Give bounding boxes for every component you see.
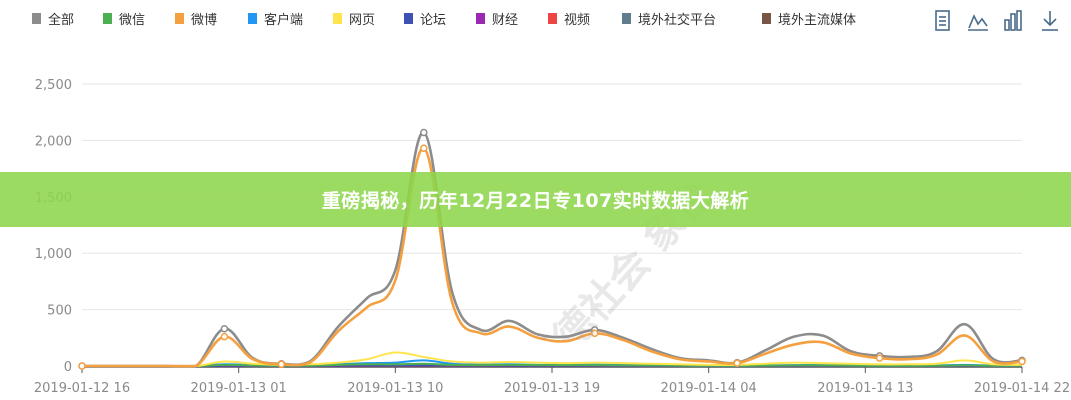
legend-item-4[interactable]: 网页 xyxy=(333,13,375,28)
legend-swatch xyxy=(404,13,413,24)
x-tick-label: 2019-01-13 10 xyxy=(347,381,443,396)
legend-label: 微信 xyxy=(119,13,145,28)
x-tick-label: 2019-01-12 16 xyxy=(34,381,130,396)
legend-item-5[interactable]: 论坛 xyxy=(404,13,446,28)
legend-label: 境外社交平台 xyxy=(638,12,716,28)
chart-toolbar xyxy=(935,10,1058,31)
x-tick-label: 2019-01-14 22 xyxy=(974,381,1070,396)
data-point[interactable] xyxy=(733,359,741,367)
legend-swatch xyxy=(103,13,112,24)
data-point[interactable] xyxy=(420,144,428,153)
data-view-icon[interactable] xyxy=(935,10,950,31)
legend-swatch xyxy=(548,13,557,24)
data-point[interactable] xyxy=(277,360,286,369)
series-line xyxy=(82,351,1023,368)
legend-swatch xyxy=(175,13,184,24)
legend-label: 财经 xyxy=(492,13,518,28)
legend-label: 客户端 xyxy=(264,12,303,28)
legend-label: 网页 xyxy=(349,13,375,28)
legend-item-8[interactable]: 境外社交平台 xyxy=(622,12,716,28)
data-point[interactable] xyxy=(1018,357,1026,366)
series-2 xyxy=(78,144,1026,370)
y-tick-label: 2,000 xyxy=(35,134,72,149)
legend-label: 微博 xyxy=(191,13,217,28)
data-point[interactable] xyxy=(220,325,229,333)
legend-swatch xyxy=(762,13,771,24)
data-point[interactable] xyxy=(590,329,599,338)
series-line xyxy=(82,362,1023,368)
data-point[interactable] xyxy=(220,332,229,341)
series-1 xyxy=(82,362,1023,368)
series-line xyxy=(82,146,1023,368)
series-line xyxy=(82,131,1023,368)
legend-swatch xyxy=(248,13,257,24)
x-tick-label: 2019-01-14 13 xyxy=(817,381,913,396)
legend-label: 论坛 xyxy=(420,13,446,28)
line-chart-icon[interactable] xyxy=(968,14,988,31)
legend: 全部 微信 微博 客户端 网页 论坛 财经 视频 境外社交平台 境外主流媒体 xyxy=(32,12,856,28)
legend-swatch xyxy=(333,13,342,24)
y-tick-label: 0 xyxy=(64,360,72,375)
legend-label: 境外主流媒体 xyxy=(778,13,856,28)
legend-item-2[interactable]: 微博 xyxy=(175,13,217,28)
x-tick-label: 2019-01-13 01 xyxy=(191,381,287,396)
download-icon[interactable] xyxy=(1042,11,1058,31)
legend-item-1[interactable]: 微信 xyxy=(103,13,145,28)
data-point[interactable] xyxy=(875,354,884,362)
plot-area xyxy=(78,128,1026,370)
legend-item-6[interactable]: 财经 xyxy=(476,13,518,28)
x-axis: 2019-01-12 16 2019-01-13 01 2019-01-13 10 2… xyxy=(34,366,1070,396)
data-point[interactable] xyxy=(78,362,86,370)
legend-item-3[interactable]: 客户端 xyxy=(248,12,303,28)
legend-item-7[interactable]: 视频 xyxy=(548,13,590,28)
series-0 xyxy=(78,128,1026,370)
legend-label: 全部 xyxy=(48,12,74,28)
data-point[interactable] xyxy=(420,128,428,137)
bar-chart-icon[interactable] xyxy=(1004,10,1022,31)
x-tick-label: 2019-01-13 19 xyxy=(504,381,600,396)
legend-swatch xyxy=(476,13,485,24)
x-tick-label: 2019-01-14 04 xyxy=(661,381,757,396)
series-4 xyxy=(82,351,1023,368)
y-tick-label: 1,000 xyxy=(35,247,72,262)
y-tick-label: 500 xyxy=(47,304,72,319)
y-tick-label: 2,500 xyxy=(35,78,72,93)
legend-swatch xyxy=(622,13,631,24)
legend-label: 视频 xyxy=(564,13,590,28)
title-banner: 重磅揭秘，历年12月22日专107实时数据大解析 xyxy=(0,172,1071,227)
legend-item-9[interactable]: 境外主流媒体 xyxy=(762,13,856,28)
banner-title: 重磅揭秘，历年12月22日专107实时数据大解析 xyxy=(321,190,750,212)
legend-item-0[interactable]: 全部 xyxy=(32,12,74,28)
legend-swatch xyxy=(32,13,41,24)
